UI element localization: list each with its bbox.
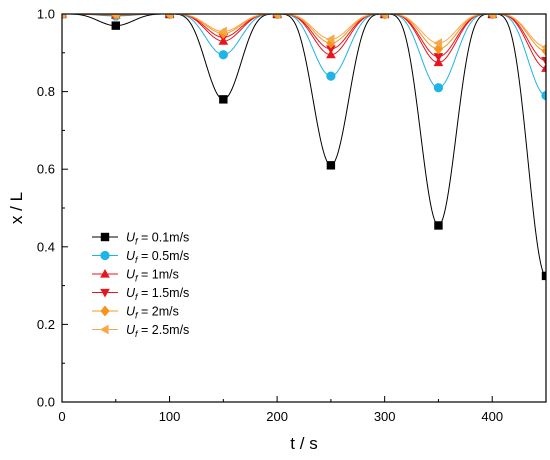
data-point (433, 83, 444, 93)
legend-label: Uf = 2m/s (126, 305, 179, 321)
data-point (326, 49, 336, 59)
legend-marker (100, 268, 110, 278)
y-axis-title: x / L (7, 192, 26, 224)
x-tick-label: 300 (374, 409, 396, 424)
y-tick-label: 1.0 (37, 7, 55, 22)
data-point (111, 21, 120, 30)
data-point (540, 44, 546, 50)
legend-label: Uf = 0.1m/s (126, 231, 189, 247)
data-point (110, 14, 120, 20)
y-tick-label: 0.8 (37, 84, 55, 99)
data-point (326, 71, 336, 81)
x-tick-label: 400 (481, 409, 503, 424)
data-point (272, 14, 281, 19)
legend-marker (99, 324, 109, 335)
data-point (433, 53, 444, 62)
data-point (434, 221, 443, 230)
y-tick-label: 0.6 (37, 162, 55, 177)
series-line (62, 14, 546, 96)
data-point (62, 14, 66, 19)
data-point (433, 57, 444, 67)
data-point (541, 90, 546, 101)
data-point (541, 271, 546, 281)
data-point (541, 56, 546, 66)
data-point (487, 14, 496, 19)
x-tick-label: 0 (58, 409, 65, 424)
data-point (326, 45, 336, 54)
data-point (218, 26, 227, 37)
legend-marker (100, 305, 110, 317)
legend: Uf = 0.1m/s Uf = 0.5m/s Uf = 1m/s Uf = 1.5m… (92, 231, 189, 339)
legend-marker (100, 288, 110, 298)
legend-label: Uf = 1.5m/s (126, 286, 189, 302)
data-point (325, 34, 335, 45)
data-point (326, 161, 336, 170)
x-tick-label: 100 (159, 409, 181, 424)
x-axis-title: t / s (290, 434, 317, 453)
legend-marker (100, 232, 110, 242)
data-point (164, 14, 174, 19)
y-tick-label: 0.4 (37, 239, 55, 254)
y-tick-label: 0.2 (37, 317, 55, 332)
data-point (379, 14, 389, 19)
plot-frame (61, 13, 547, 403)
y-tick-label: 0.0 (37, 395, 55, 410)
data-point (433, 38, 443, 48)
legend-marker (100, 250, 110, 261)
data-point (219, 95, 228, 104)
x-tick-label: 200 (266, 409, 288, 424)
legend-label: Uf = 0.5m/s (126, 249, 189, 265)
legend-label: Uf = 2.5m/s (126, 323, 189, 339)
legend-label: Uf = 1m/s (126, 268, 179, 284)
data-point (218, 50, 228, 60)
data-point (541, 63, 546, 72)
